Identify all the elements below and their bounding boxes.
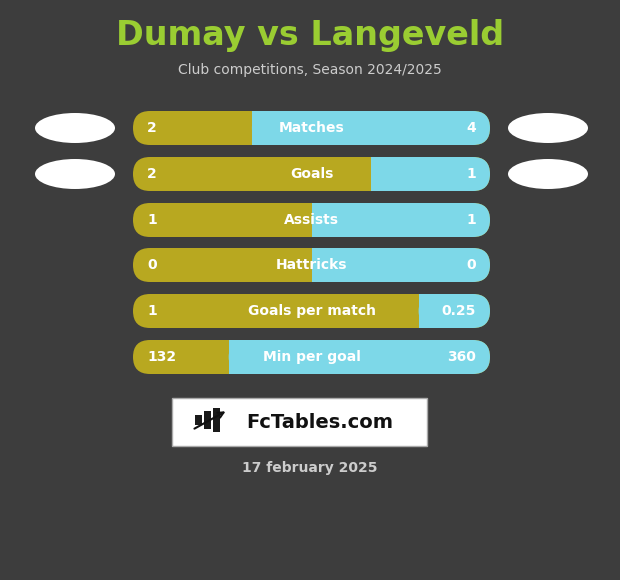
Bar (371, 157, 388, 191)
Text: 2: 2 (147, 121, 157, 135)
Text: Goals: Goals (290, 167, 333, 181)
FancyBboxPatch shape (133, 294, 490, 328)
Text: 1: 1 (147, 304, 157, 318)
Bar (204, 411, 211, 429)
FancyBboxPatch shape (133, 248, 490, 282)
FancyBboxPatch shape (172, 398, 427, 446)
Ellipse shape (508, 159, 588, 189)
Text: Goals per match: Goals per match (247, 304, 376, 318)
Bar (213, 408, 220, 432)
Text: 4: 4 (466, 121, 476, 135)
Text: Assists: Assists (284, 213, 339, 227)
Text: 132: 132 (147, 350, 176, 364)
Bar (195, 415, 202, 425)
FancyBboxPatch shape (252, 111, 490, 145)
Text: 1: 1 (147, 213, 157, 227)
Text: 360: 360 (447, 350, 476, 364)
Text: 1: 1 (466, 167, 476, 181)
FancyBboxPatch shape (133, 203, 490, 237)
Text: Club competitions, Season 2024/2025: Club competitions, Season 2024/2025 (178, 63, 442, 77)
Text: 0: 0 (147, 258, 157, 272)
Bar (418, 294, 436, 328)
Text: FcTables.com: FcTables.com (246, 412, 394, 432)
Text: 0.25: 0.25 (441, 304, 476, 318)
FancyBboxPatch shape (311, 248, 490, 282)
Text: 2: 2 (147, 167, 157, 181)
Bar (252, 111, 269, 145)
FancyBboxPatch shape (371, 157, 490, 191)
Bar (311, 203, 329, 237)
Text: 0: 0 (466, 258, 476, 272)
Bar (229, 340, 246, 374)
Text: Matches: Matches (278, 121, 344, 135)
FancyBboxPatch shape (229, 340, 490, 374)
FancyBboxPatch shape (311, 203, 490, 237)
Text: 1: 1 (466, 213, 476, 227)
FancyBboxPatch shape (133, 157, 490, 191)
Ellipse shape (35, 113, 115, 143)
FancyBboxPatch shape (418, 294, 490, 328)
Text: Min per goal: Min per goal (262, 350, 360, 364)
Text: 17 february 2025: 17 february 2025 (242, 461, 378, 475)
FancyBboxPatch shape (133, 111, 490, 145)
Ellipse shape (35, 159, 115, 189)
Bar (311, 248, 329, 282)
Text: Hattricks: Hattricks (276, 258, 347, 272)
Text: Dumay vs Langeveld: Dumay vs Langeveld (116, 19, 504, 52)
Ellipse shape (508, 113, 588, 143)
FancyBboxPatch shape (133, 340, 490, 374)
